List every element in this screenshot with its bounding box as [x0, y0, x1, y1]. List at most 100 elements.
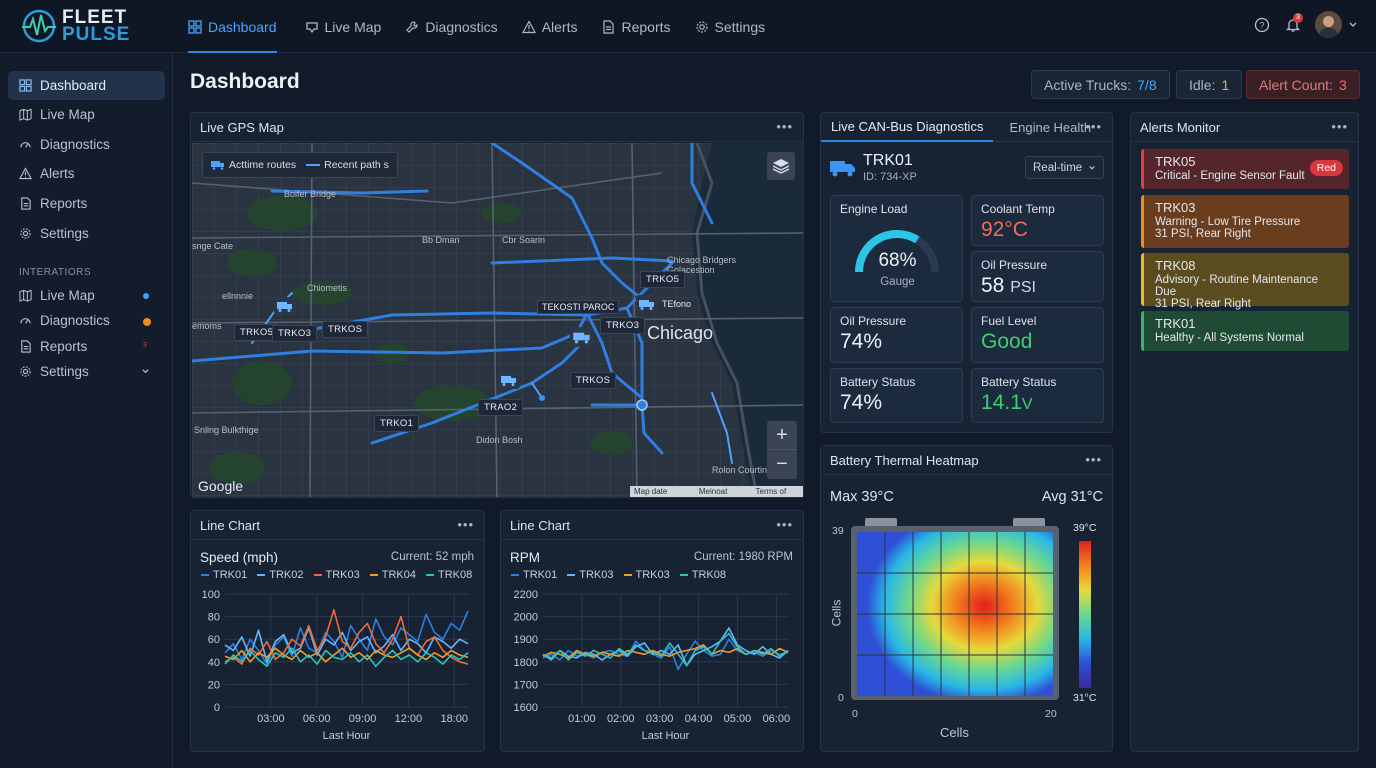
warning-icon [19, 167, 32, 180]
map-label: emoms [192, 321, 222, 331]
truck-marker-icon[interactable] [636, 295, 658, 313]
more-icon[interactable]: ••• [776, 517, 793, 532]
map-label: Rolon Courtin [712, 465, 768, 475]
truck-label[interactable]: TRKO1 [374, 415, 420, 432]
truck-icon [830, 161, 855, 177]
tab-live-map[interactable]: Live Map [293, 0, 394, 53]
alert-item[interactable]: TRK03 Warning - Low Tire Pressure 31 PSI… [1141, 195, 1349, 248]
legend-item[interactable]: TRK08 [426, 569, 472, 581]
legend-item[interactable]: TRK08 [680, 569, 726, 581]
tab-alerts[interactable]: Alerts [510, 0, 590, 53]
x-axis-label: Last Hour [323, 730, 371, 742]
sidebar-item-dashboard[interactable]: Dashboard [8, 71, 165, 100]
more-icon[interactable]: ••• [1085, 452, 1102, 467]
tab-label: Reports [621, 18, 671, 35]
scale-max: 39°C [1073, 522, 1097, 534]
rpm-chart-panel: Line Chart ••• RPM Current: 1980 RPM TRK… [500, 510, 804, 752]
tab-can-bus[interactable]: Live CAN-Bus Diagnostics [821, 113, 994, 142]
speed-line-chart: 100 80 60 40 20 0 03:00 06:00 09:00 12:00 18:00 Las… [202, 589, 469, 742]
metric-label: Oil Pressure [981, 258, 1048, 272]
truck-marker-icon[interactable] [274, 297, 296, 315]
chart-legend: TRK01 TRK02 TRK03 TRK04 TRK08 [201, 569, 472, 581]
sidebar-item-reports[interactable]: Reports [8, 189, 165, 218]
metric-unit: PSI [1010, 279, 1036, 296]
alert-item[interactable]: TRK01 Healthy - All Systems Normal [1141, 311, 1349, 351]
legend-item[interactable]: TRK01 [511, 569, 557, 581]
legend-item[interactable]: TRK03 [624, 569, 670, 581]
sidebar-item-reports-2[interactable]: Reports [8, 332, 165, 361]
zoom-out-button[interactable]: − [776, 453, 788, 475]
panel-title: Alerts Monitor [1140, 119, 1221, 135]
map-canvas[interactable]: Acttime routes Recent path s Chicago Bri… [192, 143, 803, 497]
sidebar-item-diagnostics[interactable]: Diagnostics [8, 130, 165, 159]
chevron-down-icon[interactable] [1348, 20, 1358, 30]
heatmap-panel: Battery Thermal Heatmap ••• Max 39°C Avg… [820, 445, 1113, 752]
mode-select[interactable]: Real-time [1025, 156, 1104, 179]
status-dot-blue [143, 293, 149, 299]
coolant-card: Coolant Temp 92°C [971, 195, 1104, 246]
more-icon[interactable]: ••• [1085, 119, 1102, 134]
layers-button[interactable] [767, 152, 795, 180]
legend-item[interactable]: TRK03 [314, 569, 360, 581]
zoom-in-button[interactable]: + [767, 421, 797, 450]
alert-count-stat: Alert Count: 3 [1246, 70, 1360, 99]
alert-text: Healthy - All Systems Normal [1155, 332, 1304, 344]
legend-item[interactable]: TRK03 [567, 569, 613, 581]
grid-icon [19, 79, 32, 92]
tab-dashboard[interactable]: Dashboard [172, 0, 293, 53]
legend-item[interactable]: TRK01 [201, 569, 247, 581]
sidebar-item-label: Live Map [40, 288, 95, 303]
alert-detail: 31 PSI, Rear Right [1155, 228, 1251, 240]
truck-label[interactable]: TRKO3 [600, 317, 646, 334]
alert-item[interactable]: TRK08 Advisory - Routine Maintenance Due… [1141, 253, 1349, 310]
y-tick-label: 0 [214, 702, 220, 714]
truck-marker-icon[interactable] [570, 327, 594, 347]
alert-item[interactable]: TRK05 Critical - Engine Sensor Fault Red [1141, 149, 1349, 189]
gps-map-panel: Live GPS Map ••• [190, 112, 804, 498]
sidebar-item-settings-2[interactable]: Settings [8, 357, 165, 386]
oil-pressure-card-2: Oil Pressure 74% [830, 307, 963, 363]
truck-label[interactable]: TRKOS [570, 372, 617, 389]
map-label: Snling Bulkthige [194, 425, 259, 435]
current-value: Current: 52 mph [390, 551, 474, 563]
truck-label[interactable]: TRKO3 [272, 325, 318, 342]
sidebar-item-live-map-2[interactable]: Live Map [8, 281, 165, 310]
tab-label: Engine Health [1009, 119, 1092, 135]
app-name-line1: FLEET [62, 7, 128, 28]
terms-link[interactable]: Terms of tise [755, 487, 787, 496]
panel-title: Line Chart [200, 517, 260, 533]
sidebar-item-label: Reports [40, 339, 88, 354]
metric-value: 74% [840, 330, 883, 353]
metric-label: Battery Status [981, 375, 1057, 389]
tab-diagnostics[interactable]: Diagnostics [393, 0, 509, 53]
stat-value: 7/8 [1137, 76, 1157, 93]
truck-marker-icon[interactable] [498, 371, 520, 389]
metric-label: Oil Pressure [840, 314, 907, 328]
sidebar-item-alerts[interactable]: Alerts [8, 159, 165, 188]
sidebar-item-diagnostics-2[interactable]: Diagnostics [8, 306, 165, 335]
tab-reports[interactable]: Reports [589, 0, 682, 53]
legend-item[interactable]: TRK04 [370, 569, 416, 581]
legend-item[interactable]: TRK02 [257, 569, 303, 581]
metric-value-row: 58 PSI [981, 274, 1036, 298]
truck-label[interactable]: TRKO5 [640, 271, 686, 288]
more-icon[interactable]: ••• [457, 517, 474, 532]
idle-stat: Idle: 1 [1176, 70, 1243, 99]
y-axis-label: Cells [829, 599, 844, 627]
tab-settings[interactable]: Settings [683, 0, 778, 53]
more-icon[interactable]: ••• [1331, 119, 1348, 134]
truck-label[interactable]: TRAO2 [478, 399, 524, 416]
legend-active-routes: Acttime routes [229, 159, 297, 171]
x-tick-label: 03:00 [257, 713, 285, 725]
help-icon[interactable]: ? [1254, 17, 1270, 33]
series-line-trk03 [224, 608, 469, 665]
truck-icon [211, 161, 224, 170]
tab-engine-health[interactable]: Engine Health [993, 120, 1107, 135]
truck-label[interactable]: TRKOS [322, 321, 369, 338]
y-axis-bottom: 0 [838, 692, 844, 704]
avatar[interactable] [1315, 11, 1342, 38]
app-logo[interactable]: FLEET PULSE [20, 7, 170, 45]
sidebar-item-settings[interactable]: Settings [8, 219, 165, 248]
more-icon[interactable]: ••• [776, 119, 793, 134]
sidebar-item-live-map[interactable]: Live Map [8, 100, 165, 129]
